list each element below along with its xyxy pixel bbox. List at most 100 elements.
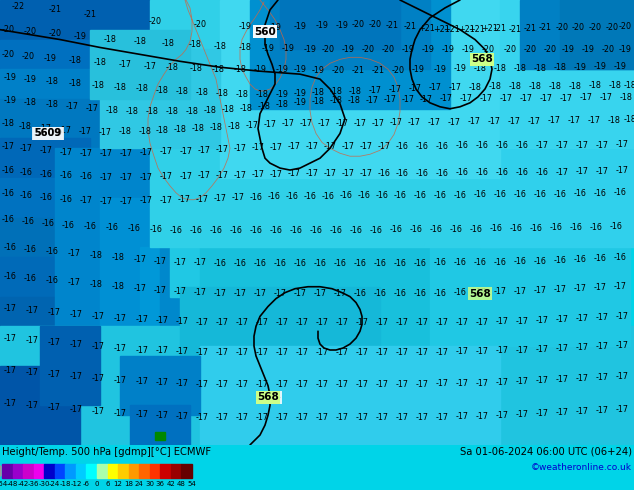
Text: +21: +21	[458, 25, 476, 34]
Text: -17: -17	[375, 348, 389, 358]
Text: -16: -16	[550, 223, 562, 232]
Text: -17: -17	[48, 308, 60, 317]
Text: -16: -16	[470, 225, 482, 234]
Text: -17: -17	[536, 344, 548, 353]
Bar	[200, 346, 500, 445]
Text: -17: -17	[496, 346, 508, 355]
Text: -16: -16	[489, 224, 502, 233]
Text: -17: -17	[616, 312, 628, 321]
Text: -17: -17	[174, 258, 186, 267]
Text: Sa 01-06-2024 06:00 UTC (06+24): Sa 01-06-2024 06:00 UTC (06+24)	[460, 447, 632, 457]
Text: -17: -17	[198, 146, 210, 155]
Text: -17: -17	[67, 278, 81, 287]
Text: -19: -19	[276, 65, 288, 74]
Bar	[220, 0, 500, 178]
Text: -17: -17	[467, 117, 481, 126]
Text: -17: -17	[4, 334, 16, 343]
Text: -18: -18	[216, 90, 228, 98]
Text: -18: -18	[236, 91, 249, 99]
Text: -16: -16	[430, 225, 443, 234]
Bar	[170, 20, 470, 296]
Text: -17: -17	[316, 348, 328, 358]
Bar	[280, 0, 400, 49]
Bar	[0, 218, 70, 277]
Text: -17: -17	[384, 96, 396, 104]
Text: -16: -16	[394, 289, 406, 298]
Text: -19: -19	[441, 45, 455, 54]
Text: -17: -17	[356, 413, 368, 422]
Text: -17: -17	[415, 318, 429, 327]
Text: -17: -17	[98, 128, 112, 137]
Text: -21: -21	[538, 23, 552, 32]
Text: -16: -16	[436, 142, 448, 151]
Text: -17: -17	[616, 166, 628, 174]
Text: -20: -20	[1, 50, 15, 59]
Text: -18: -18	[474, 64, 486, 73]
Text: -16: -16	[340, 191, 353, 200]
Text: -19: -19	[4, 73, 16, 82]
Text: -42: -42	[18, 481, 29, 487]
Text: -21: -21	[524, 24, 536, 33]
Text: -20: -20	[619, 22, 631, 31]
Text: -17: -17	[176, 412, 188, 421]
Text: -18: -18	[136, 84, 148, 94]
Text: -17: -17	[496, 378, 508, 387]
Text: -17: -17	[39, 124, 51, 133]
Text: -17: -17	[342, 142, 354, 151]
Text: -17: -17	[436, 379, 448, 388]
Text: -17: -17	[174, 287, 186, 296]
Text: -17: -17	[436, 348, 448, 358]
Text: -17: -17	[67, 248, 81, 258]
Text: -18: -18	[46, 76, 58, 86]
Text: -18: -18	[46, 100, 58, 109]
Text: -17: -17	[235, 348, 249, 358]
Text: -17: -17	[119, 197, 133, 206]
Bar	[171, 464, 181, 478]
Text: -17: -17	[155, 378, 169, 387]
Text: -20: -20	[321, 45, 335, 54]
Text: -17: -17	[375, 413, 389, 422]
Text: -18: -18	[240, 104, 252, 113]
Text: -17: -17	[25, 401, 39, 410]
Text: -17: -17	[476, 347, 489, 357]
Text: -17: -17	[235, 413, 249, 422]
Text: -16: -16	[593, 189, 607, 198]
Text: -20: -20	[602, 45, 614, 54]
Text: -17: -17	[160, 196, 172, 205]
Text: -16: -16	[233, 260, 247, 269]
Bar	[55, 148, 155, 445]
Text: -17: -17	[616, 341, 628, 349]
Text: -17: -17	[595, 167, 609, 175]
Text: -16: -16	[20, 168, 32, 176]
Text: -21: -21	[48, 5, 61, 14]
Bar	[160, 464, 171, 478]
Text: -18: -18	[214, 42, 226, 51]
Text: -18: -18	[186, 107, 198, 116]
Text: -18: -18	[204, 106, 216, 115]
Text: -17: -17	[295, 413, 309, 422]
Text: -18: -18	[119, 127, 131, 136]
Text: -17: -17	[616, 140, 628, 149]
Text: -16: -16	[493, 258, 507, 267]
Text: -20: -20	[148, 17, 162, 26]
Text: -17: -17	[276, 380, 288, 389]
Text: -16: -16	[534, 190, 547, 199]
Text: -17: -17	[335, 318, 349, 327]
Text: -20: -20	[382, 45, 394, 54]
Text: -17: -17	[356, 348, 368, 358]
Text: -17: -17	[134, 254, 146, 264]
Text: -19: -19	[462, 45, 474, 54]
Text: -16: -16	[150, 225, 162, 234]
Text: -19: -19	[316, 21, 328, 30]
Text: -17: -17	[576, 314, 588, 323]
Bar	[0, 257, 65, 317]
Text: -17: -17	[448, 82, 462, 92]
Text: -18: -18	[548, 81, 562, 91]
Bar	[129, 464, 139, 478]
Text: -16: -16	[476, 168, 488, 176]
Text: -17: -17	[377, 142, 391, 151]
Text: -19: -19	[619, 45, 631, 54]
Text: -16: -16	[590, 223, 602, 232]
Text: -17: -17	[79, 149, 93, 158]
Text: -17: -17	[515, 317, 529, 326]
